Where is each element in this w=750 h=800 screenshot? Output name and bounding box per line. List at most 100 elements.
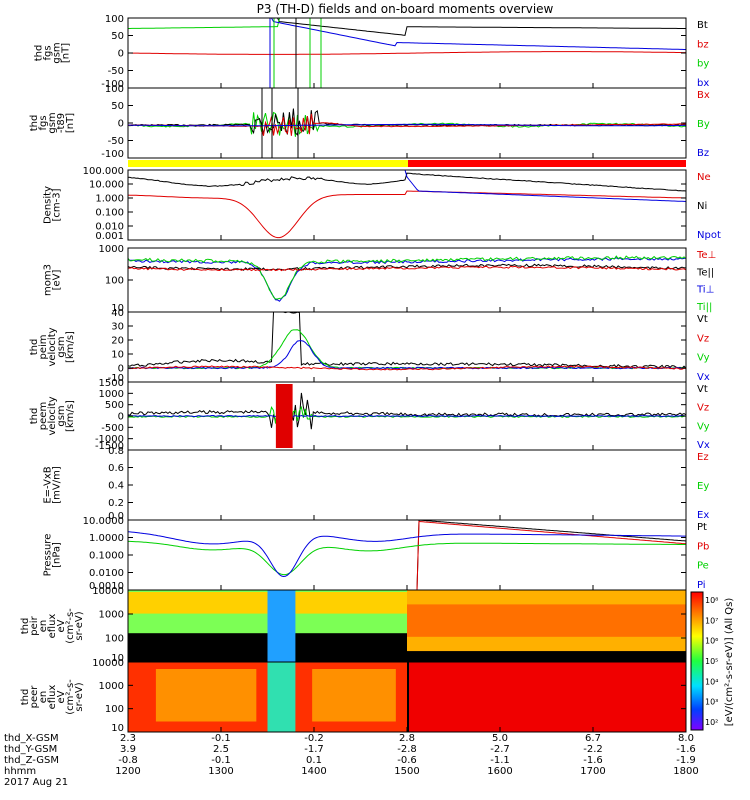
panel-plot-area bbox=[128, 170, 686, 239]
ti-perp-trace bbox=[128, 257, 686, 302]
x-row-label: thd_Y-GSM bbox=[4, 744, 57, 755]
y-tick-label: 0.2 bbox=[108, 498, 124, 509]
x-tick-label: 1500 bbox=[394, 766, 419, 777]
spectrogram-band bbox=[267, 662, 296, 732]
y-tick-label: 10 bbox=[111, 303, 124, 314]
x-tick-label: -2.7 bbox=[490, 744, 510, 755]
y-tick-label: -500 bbox=[101, 423, 124, 434]
y-axis-label-line: gsm bbox=[56, 405, 67, 426]
y-tick-label: 0.010 bbox=[95, 222, 124, 233]
pi-trace bbox=[128, 531, 686, 578]
colorbar-tick-label: 10² bbox=[705, 718, 718, 727]
legend-entry: Ni bbox=[697, 201, 707, 212]
y-tick-label: 100.000 bbox=[83, 166, 124, 177]
bx-trace bbox=[128, 123, 686, 127]
y-axis-label-line: eflux bbox=[47, 685, 58, 710]
y-axis-label-line: velocity bbox=[47, 396, 58, 435]
x-tick-label: 2.5 bbox=[213, 744, 229, 755]
panel-8: 10.0000 1.0000 0.1000 0.0100 0.0010 Pressure[… bbox=[43, 516, 710, 592]
vz-trace bbox=[128, 365, 686, 371]
colorbar-tick-label: 10⁸ bbox=[705, 596, 718, 605]
y-tick-label: 1000 bbox=[99, 681, 124, 692]
panel-plot-area bbox=[128, 520, 686, 590]
y-tick-label: 10 bbox=[111, 653, 124, 664]
x-tick-label: -0.2 bbox=[304, 733, 324, 744]
ti-par-trace bbox=[128, 255, 686, 300]
y-tick-label: 0.0100 bbox=[89, 568, 124, 579]
y-tick-label: -50 bbox=[108, 136, 124, 147]
panel-2: 100 50 0 -50 -100 thdfgsgsm-t89[nT] Bx By Bz bbox=[29, 84, 710, 160]
y-axis-label: Density[cm-3] bbox=[43, 186, 63, 224]
y-axis-label-line: peem bbox=[38, 402, 49, 430]
y-tick-label: 1.000 bbox=[95, 194, 124, 205]
colorbar-label: [eV/(cm²-s-sr-eV)] (All Qs) bbox=[724, 598, 735, 727]
legend-entry: By bbox=[697, 119, 710, 130]
panel-plot-area bbox=[128, 384, 686, 448]
y-axis-label-line: [km/s] bbox=[65, 400, 76, 432]
y-tick-label: 100 bbox=[105, 634, 124, 645]
spectrogram-band bbox=[407, 662, 409, 732]
y-tick-label: 0.100 bbox=[95, 208, 124, 219]
ni-trace bbox=[128, 172, 686, 192]
y-tick-label: 0 bbox=[118, 412, 124, 423]
x-tick-label: -2.2 bbox=[583, 744, 603, 755]
x-tick-label: 1800 bbox=[673, 766, 698, 777]
y-axis-label-line: gsm bbox=[52, 42, 63, 63]
y-axis-label-line: gsm bbox=[47, 112, 58, 133]
legend-entry: Vt bbox=[697, 314, 708, 325]
legend-entry: Bt bbox=[697, 20, 708, 31]
y-axis-label-line: eV bbox=[56, 690, 67, 703]
x-tick-label: 2.3 bbox=[120, 733, 136, 744]
y-axis-label-line: thd bbox=[29, 408, 40, 425]
legend-entry: Te|| bbox=[696, 267, 714, 278]
y-tick-label: 10.000 bbox=[89, 180, 124, 191]
colorbar-tick-label: 10³ bbox=[705, 698, 718, 707]
x-tick-label: -1.6 bbox=[583, 755, 603, 766]
legend-entry: Pe bbox=[697, 561, 709, 572]
npot-trace bbox=[128, 170, 686, 202]
panel-4: 1000 100 10 mom3[eV] Te⊥ Te|| Ti⊥ Ti|| bbox=[43, 244, 717, 314]
y-axis-label-line: fgs bbox=[38, 115, 49, 130]
y-tick-label: 100 bbox=[105, 84, 124, 95]
colorbar-tick-label: 10⁷ bbox=[705, 616, 718, 625]
colorbar-tick-label: 10⁵ bbox=[705, 657, 718, 666]
y-tick-label: 40 bbox=[111, 308, 124, 319]
y-axis-label-line: fgs bbox=[43, 45, 54, 60]
y-tick-label: -1000 bbox=[95, 434, 124, 445]
x-tick-label: -0.1 bbox=[211, 755, 231, 766]
legend-entry: Ti|| bbox=[696, 302, 712, 313]
bz-trace bbox=[128, 108, 686, 136]
y-tick-label: 0.1000 bbox=[89, 551, 124, 562]
y-tick-label: 100 bbox=[105, 704, 124, 715]
y-axis-label-line: [nPa] bbox=[52, 542, 63, 568]
y-axis-label-line: [eV] bbox=[52, 270, 63, 291]
y-axis-label: E=-VxB[mV/m] bbox=[43, 466, 63, 504]
y-axis-label-line: [nT] bbox=[61, 43, 72, 63]
y-tick-label: 500 bbox=[105, 400, 124, 411]
legend-entry: Pi bbox=[697, 580, 706, 591]
panel-10: 10000 1000 100 10 thdpeerenefluxeV(cm²-s-sr-… bbox=[20, 658, 687, 734]
pb-trace bbox=[128, 520, 686, 590]
x-row-label: thd_Z-GSM bbox=[4, 755, 59, 766]
legend-entry: bz bbox=[697, 39, 709, 50]
panel-plot-area bbox=[128, 590, 686, 662]
x-tick-label: -0.8 bbox=[118, 755, 138, 766]
y-tick-label: 10 bbox=[111, 723, 124, 734]
panel-frame bbox=[127, 311, 687, 383]
x-tick-label: 1600 bbox=[487, 766, 512, 777]
y-tick-label: -100 bbox=[101, 149, 124, 160]
spectrogram-band bbox=[409, 662, 686, 732]
panel-plot-area bbox=[128, 88, 686, 158]
y-axis-label-line: (cm²-s- bbox=[65, 608, 76, 644]
y-tick-label: 10000 bbox=[92, 658, 124, 669]
panel-9: 10000 1000 100 10 thdpeirenefluxeV(cm²-s-sr-… bbox=[20, 586, 687, 664]
y-axis-label-line: Pressure bbox=[43, 534, 54, 577]
y-axis-label-line: sr-eV) bbox=[74, 611, 85, 640]
x-tick-label: 1300 bbox=[208, 766, 233, 777]
y-tick-label: 100 bbox=[105, 276, 124, 287]
y-tick-label: 0.0 bbox=[108, 511, 124, 522]
legend-entry: Vx bbox=[697, 372, 710, 383]
vt-trace bbox=[128, 312, 686, 369]
y-tick-label: 1000 bbox=[99, 244, 124, 255]
